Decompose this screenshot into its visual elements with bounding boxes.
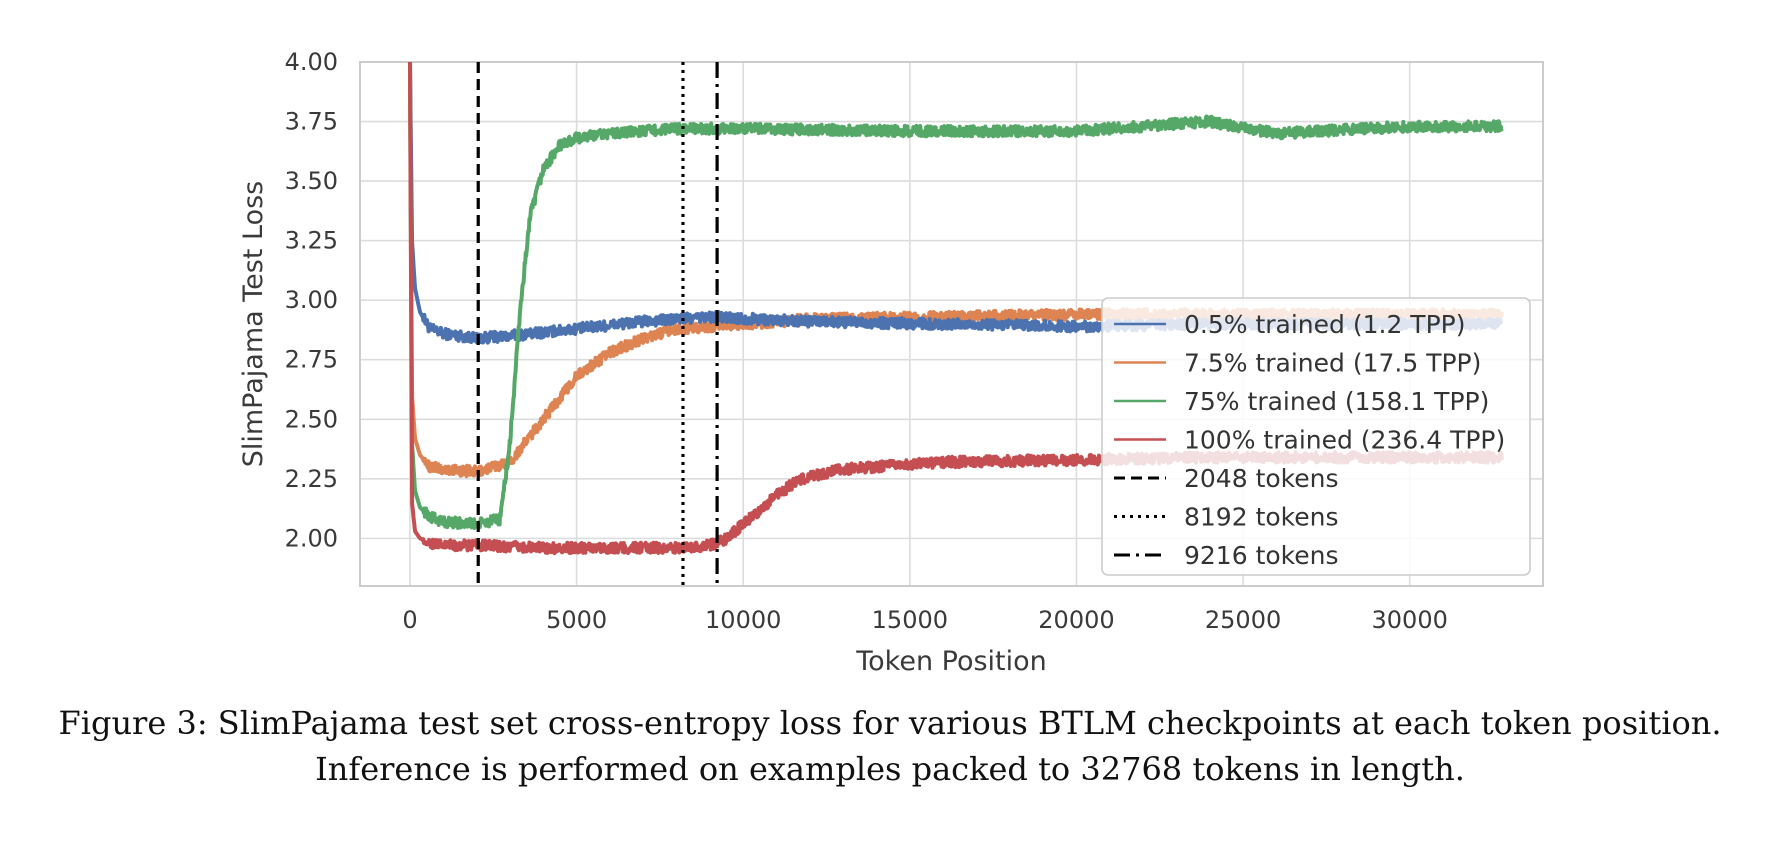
legend-label: 9216 tokens [1184,541,1339,570]
x-tick-label: 20000 [1038,606,1114,634]
y-tick-label: 3.50 [285,167,338,195]
series-line [408,62,1504,530]
legend-label: 0.5% trained (1.2 TPP) [1184,310,1465,339]
y-tick-label: 3.00 [285,286,338,314]
y-tick-label: 2.25 [285,465,338,493]
legend-label: 100% trained (236.4 TPP) [1184,426,1505,455]
y-tick-label: 3.75 [285,108,338,136]
y-tick-label: 4.00 [285,48,338,76]
x-tick-label: 0 [402,606,417,634]
y-tick-label: 2.75 [285,346,338,374]
caption-line-2: Inference is performed on examples packe… [315,750,1465,788]
plot-frame [359,61,1544,587]
y-tick-label: 2.00 [285,524,338,552]
legend-label: 2048 tokens [1184,464,1339,493]
y-tick-label: 2.50 [285,405,338,433]
x-tick-label: 10000 [705,606,781,634]
x-axis-title: Token Position [855,646,1047,677]
legend-label: 8192 tokens [1184,503,1339,532]
legend-label: 7.5% trained (17.5 TPP) [1184,349,1481,378]
y-axis-title: SlimPajama Test Loss [238,181,269,468]
x-tick-label: 5000 [546,606,607,634]
y-tick-label: 3.25 [285,227,338,255]
legend-box [1101,297,1531,576]
x-tick-label: 30000 [1372,606,1448,634]
caption-line-1: Figure 3: SlimPajama test set cross-entr… [58,704,1722,742]
x-tick-label: 15000 [872,606,948,634]
figure-caption: Figure 3: SlimPajama test set cross-entr… [0,700,1780,792]
legend-label: 75% trained (158.1 TPP) [1184,387,1489,416]
x-tick-label: 25000 [1205,606,1281,634]
loss-chart: 0 5000 10000 15000 20000 25000 30000 2.00 2.25 2.… [238,48,1544,677]
